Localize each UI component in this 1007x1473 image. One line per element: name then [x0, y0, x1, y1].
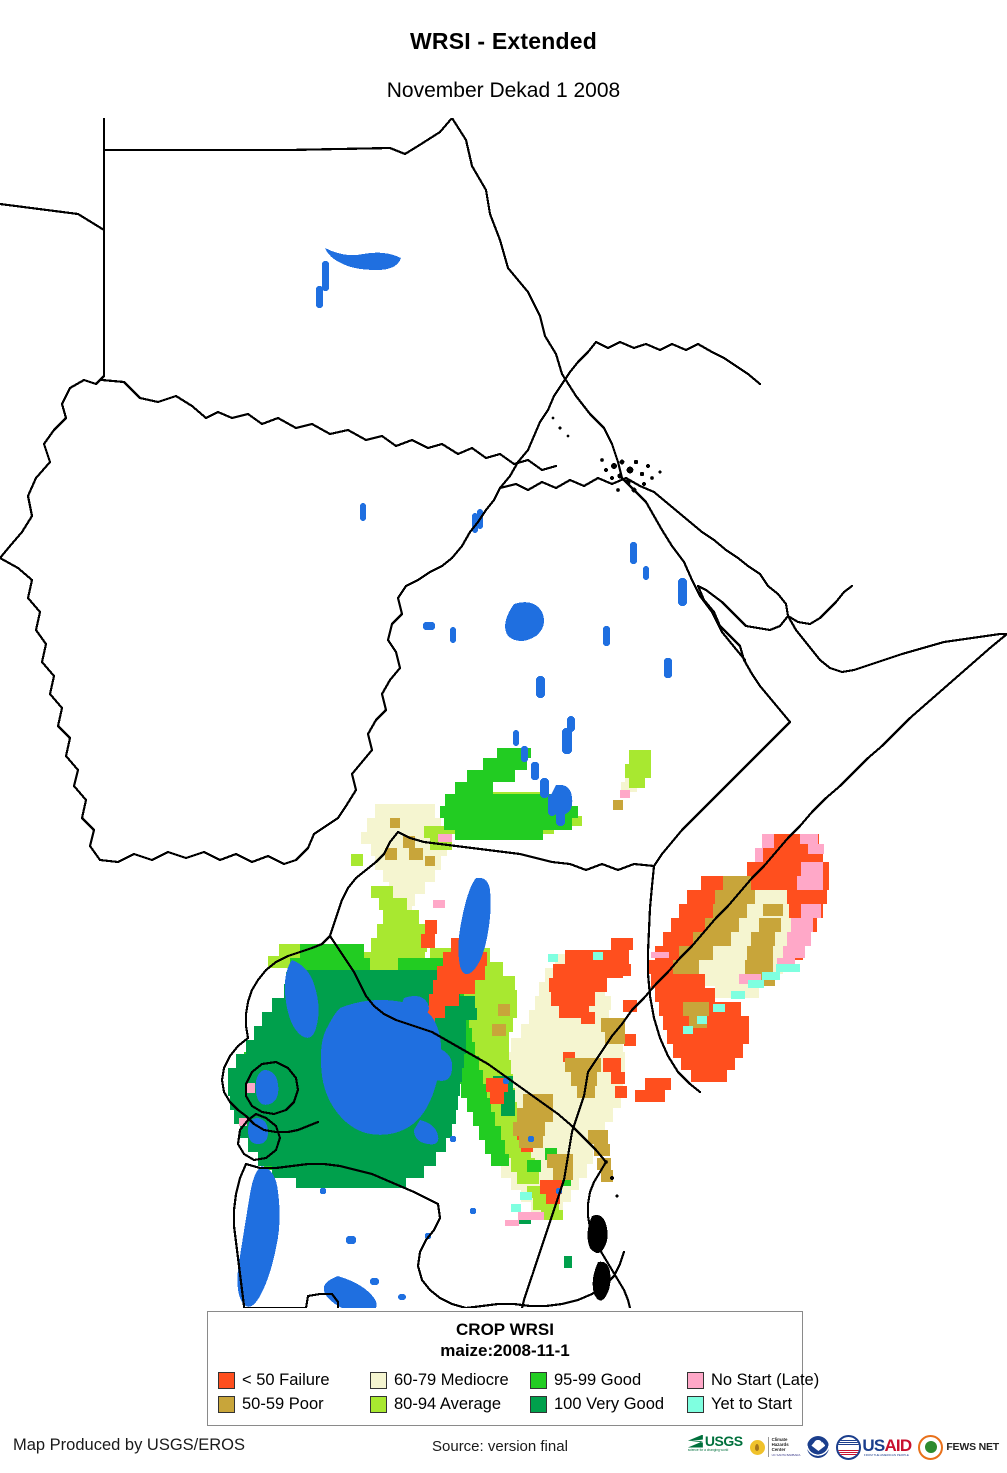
legend-entry-yet-to-start: Yet to Start [687, 1392, 819, 1416]
usgs-wave-icon [687, 1434, 703, 1448]
usgs-tagline: science for a changing world [687, 1448, 729, 1452]
noaa-seal-icon [807, 1436, 830, 1458]
legend-label-no-start-late: No Start (Late) [711, 1371, 820, 1390]
page-title: WRSI - Extended [409, 28, 597, 54]
legend-swatch-failure [218, 1371, 235, 1389]
usaid-wordmark: USAID [862, 1436, 912, 1455]
legend-swatch-poor [218, 1395, 235, 1413]
legend-title-wrap: CROP WRSI maize:2008-11-1 [218, 1320, 792, 1361]
fewsnet-wordmark: FEWS NET [946, 1441, 999, 1453]
fewsnet-logo: FEWS NET [918, 1434, 999, 1460]
chc-logo: Climate Hazards Center UC SANTA BARBARA [749, 1434, 801, 1460]
legend-subtitle: maize:2008-11-1 [440, 1340, 570, 1360]
legend-label-yet-to-start: Yet to Start [711, 1395, 793, 1414]
legend-label-very-good: 100 Very Good [554, 1395, 665, 1414]
footer-credit: Map Produced by USGS/EROS [13, 1436, 246, 1454]
noaa-logo [807, 1434, 830, 1460]
map-legend: CROP WRSI maize:2008-11-1 < 50 Failure 5… [207, 1311, 819, 1427]
legend-label-good: 95-99 Good [554, 1371, 642, 1390]
legend-swatch-average [370, 1395, 387, 1413]
water-layer [237, 248, 687, 1308]
chc-wordmark: Climate Hazards Center UC SANTA BARBARA [767, 1436, 801, 1458]
usaid-seal-icon [836, 1434, 862, 1460]
legend-entry-no-start-late: No Start (Late) [687, 1368, 819, 1392]
legend-label-failure: < 50 Failure [242, 1371, 330, 1390]
title-block: WRSI - Extended November Dekad 1 2008 [0, 0, 1007, 103]
legend-label-poor: 50-59 Poor [242, 1395, 324, 1414]
legend-swatch-no-start-late [687, 1371, 704, 1389]
usgs-logo: USGS science for a changing world [687, 1433, 743, 1460]
fewsnet-globe-icon [918, 1434, 944, 1460]
legend-label-average: 80-94 Average [394, 1395, 502, 1414]
water-drop-icon [749, 1439, 765, 1455]
legend-swatch-good [530, 1371, 547, 1389]
country-borders-layer [0, 118, 1007, 1308]
legend-swatch-yet-to-start [687, 1395, 704, 1413]
legend-label-mediocre: 60-79 Mediocre [394, 1371, 509, 1390]
page-subtitle: November Dekad 1 2008 [386, 79, 621, 102]
legend-swatch-mediocre [370, 1371, 387, 1389]
usaid-logo: USAID FROM THE AMERICAN PEOPLE [836, 1434, 912, 1460]
legend-entry-poor: 50-59 Poor [218, 1392, 370, 1416]
legend-entry-very-good: 100 Very Good [530, 1392, 687, 1416]
legend-entry-mediocre: 60-79 Mediocre [370, 1368, 530, 1392]
wrsi-class-no-start-late [239, 790, 824, 1226]
footer: Map Produced by USGS/EROS Source: versio… [0, 1428, 1007, 1473]
footer-source: Source: version final [432, 1438, 568, 1455]
usaid-tagline: FROM THE AMERICAN PEOPLE [863, 1453, 909, 1457]
legend-title: CROP WRSI [456, 1320, 554, 1339]
wrsi-raster-layer [228, 748, 829, 1268]
legend-entries: < 50 Failure 50-59 Poor 60-79 Mediocre 8… [218, 1368, 819, 1416]
wrsi-class-yet-to-start [511, 952, 800, 1212]
legend-entry-good: 95-99 Good [530, 1368, 687, 1392]
usgs-wordmark: USGS [704, 1433, 743, 1449]
legend-swatch-very-good [530, 1395, 547, 1413]
footer-logos: USGS science for a changing world Climat… [687, 1432, 999, 1462]
chc-tagline: UC SANTA BARBARA [771, 1453, 801, 1458]
map-canvas[interactable] [0, 118, 1007, 1308]
legend-entry-failure: < 50 Failure [218, 1368, 370, 1392]
legend-entry-average: 80-94 Average [370, 1392, 530, 1416]
